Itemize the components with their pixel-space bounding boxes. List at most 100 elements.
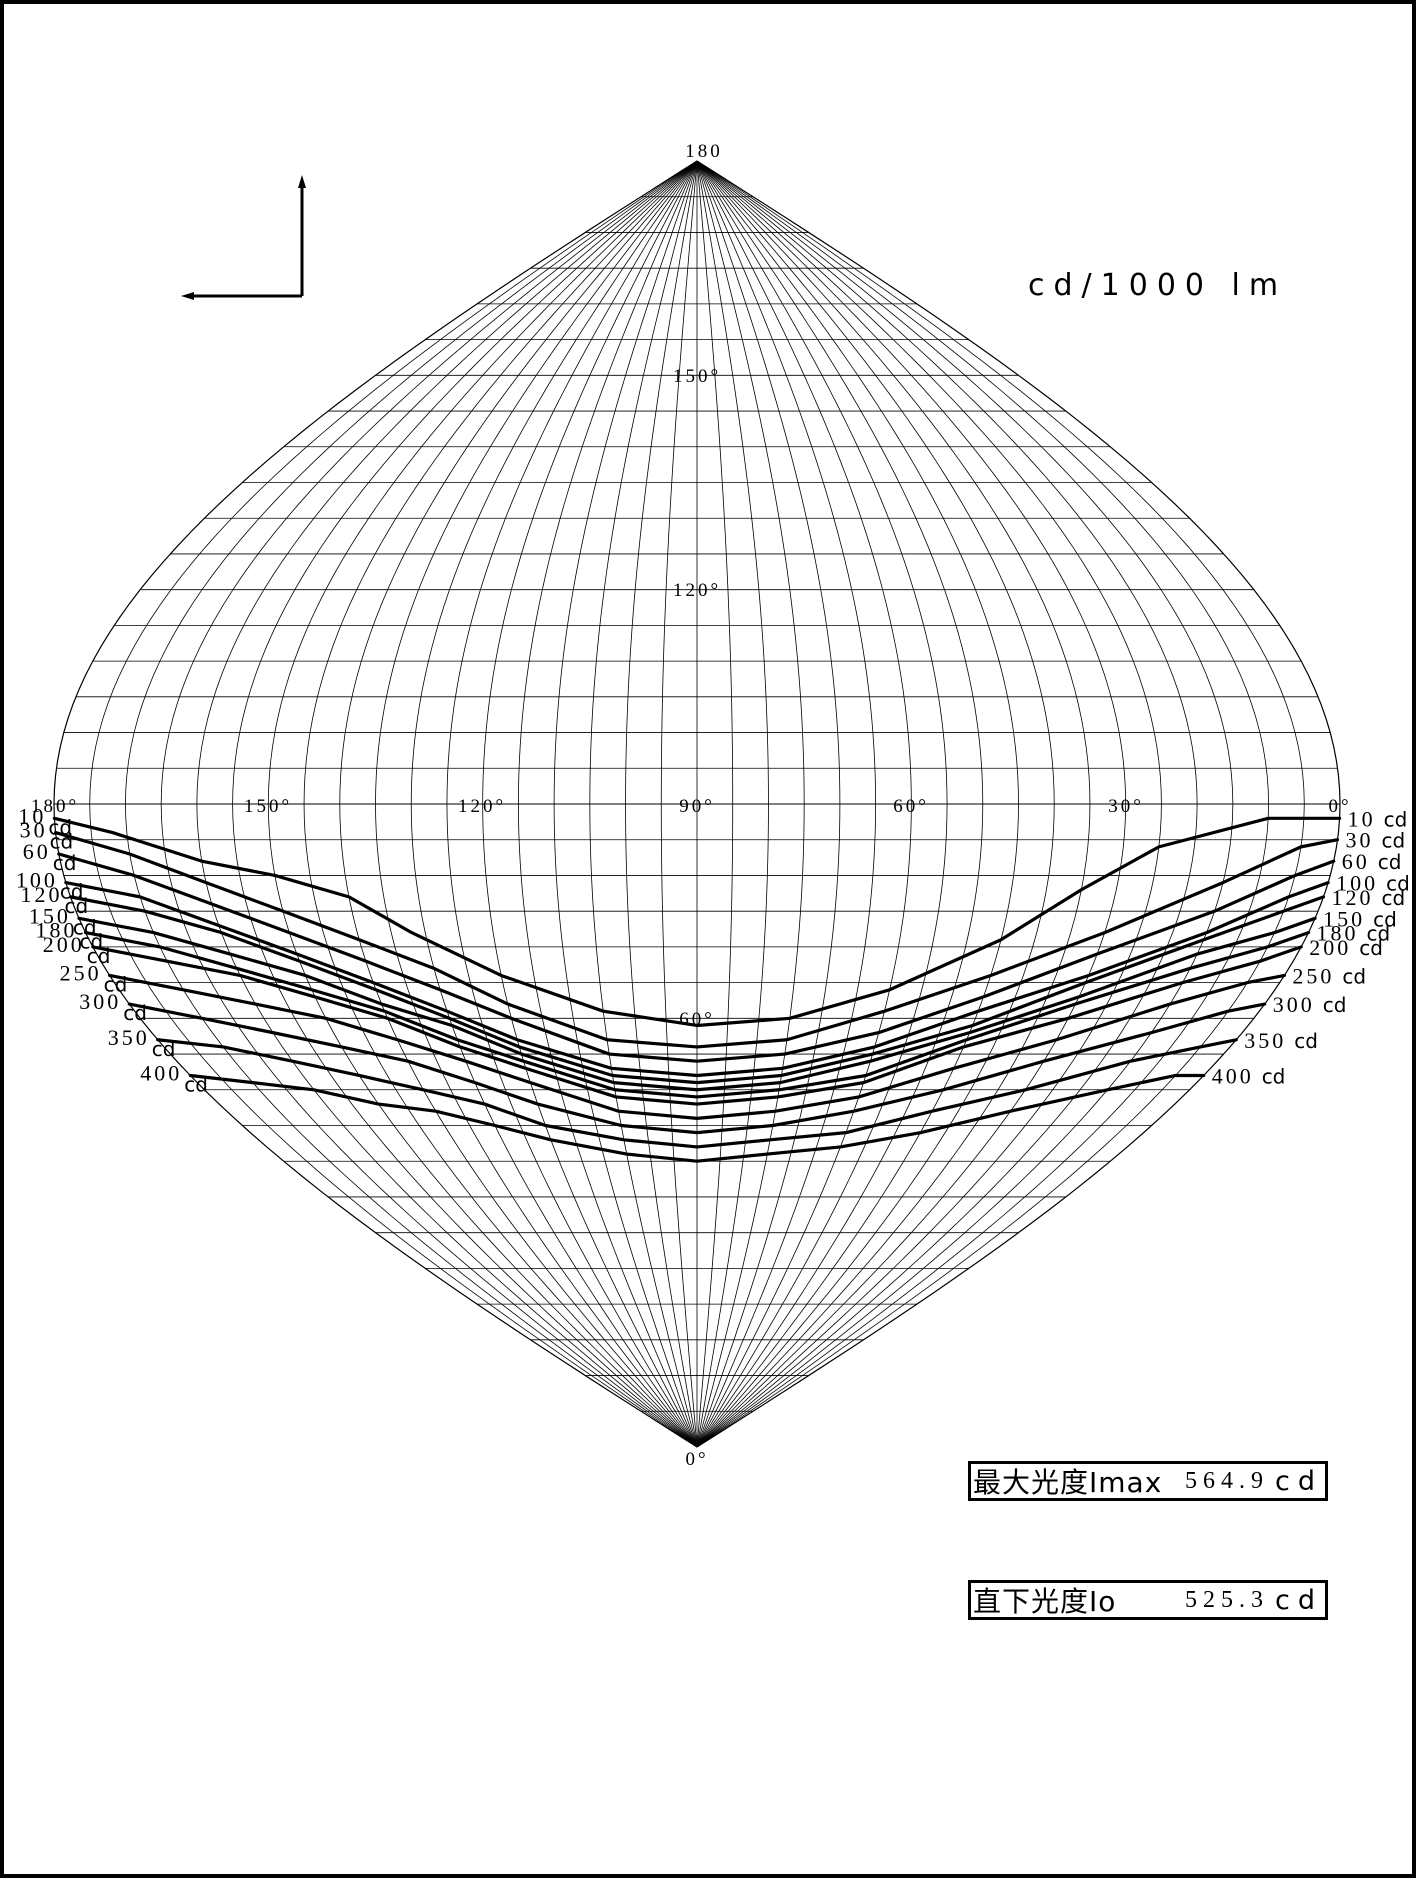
imax-label: 最大光度Imax xyxy=(973,1466,1163,1499)
horizontal-tick-150: 150° xyxy=(244,796,292,817)
contour-label-right: 350 cd xyxy=(1244,1028,1318,1053)
contour-unit-left: cd xyxy=(87,944,111,968)
grid-meridian-line xyxy=(696,160,769,1448)
grid-meridian-line xyxy=(517,160,698,1448)
grid-meridian-line xyxy=(696,160,734,1448)
contour-unit-left: cd xyxy=(152,1037,176,1061)
grid-meridian-line xyxy=(696,160,1198,1448)
contour-label-left: 250 xyxy=(60,960,102,985)
grid-meridian-line xyxy=(303,160,698,1448)
contour-line xyxy=(188,1073,1206,1163)
contour-label-left: 180 xyxy=(35,918,77,943)
horizontal-tick-180: 180° xyxy=(31,796,79,817)
contour-line xyxy=(57,852,1336,1063)
contour-line xyxy=(64,880,1330,1078)
contour-line xyxy=(52,816,1342,1028)
grid-meridian-line xyxy=(53,160,698,1448)
grid-meridian-line xyxy=(339,160,698,1448)
grid-meridian-line xyxy=(696,160,1305,1448)
contour-unit-right: cd xyxy=(1382,886,1406,910)
grid-meridian-line xyxy=(696,160,805,1448)
contour-label-right: 120 cd xyxy=(1332,885,1406,910)
contour-unit-right: cd xyxy=(1373,907,1397,931)
contour-line xyxy=(127,1002,1267,1135)
contour-unit-left: cd xyxy=(50,830,74,854)
grid-meridian-line xyxy=(696,160,1162,1448)
horizontal-tick-0: 0° xyxy=(1328,796,1351,817)
contour-label-left: 100 xyxy=(16,868,58,893)
grid-meridian-line xyxy=(89,160,698,1448)
contour-label-left: 120 xyxy=(20,882,62,907)
grid-meridian-line xyxy=(553,160,698,1448)
horizontal-tick-90: 90° xyxy=(679,796,715,817)
contour-unit-left: cd xyxy=(64,894,88,918)
imax-box: 最大光度Imax 564.9 cd xyxy=(968,1461,1328,1501)
io-value: 525.3 xyxy=(1185,1586,1270,1613)
contour-unit-left: cd xyxy=(48,815,72,839)
grid-meridian-line xyxy=(696,160,1341,1448)
imax-value: 564.9 xyxy=(1185,1467,1270,1494)
grid-meridian-line xyxy=(696,160,1127,1448)
grid-meridian-line xyxy=(696,160,841,1448)
contour-label-right: 250 cd xyxy=(1292,963,1366,988)
contour-line xyxy=(107,973,1287,1120)
contour-line xyxy=(68,895,1326,1085)
orientation-up-arrowhead xyxy=(298,175,306,188)
grid-meridian-line xyxy=(696,160,948,1448)
vertical-tick-120: 120° xyxy=(673,580,721,601)
grid-labels: 180 150° 120° 60° 0° 180° 150° 120° 90° … xyxy=(31,141,1351,1470)
contour-line xyxy=(53,830,1340,1049)
grid-meridian-line xyxy=(696,160,1234,1448)
grid-meridian-line xyxy=(660,160,698,1448)
grid-meridian-line xyxy=(696,160,877,1448)
contour-label-left: 200 xyxy=(43,932,85,957)
grid-meridian-line xyxy=(267,160,698,1448)
contour-unit-right: cd xyxy=(1384,807,1408,831)
contour-label-left: 30 xyxy=(20,818,48,843)
io-unit: cd xyxy=(1275,1584,1323,1616)
contour-line xyxy=(83,931,1311,1099)
contour-unit-right: cd xyxy=(1367,922,1391,946)
grid-meridian-line xyxy=(696,160,1055,1448)
horizontal-tick-30: 30° xyxy=(1108,796,1144,817)
grid-meridian-line xyxy=(625,160,698,1448)
grid-meridian-line xyxy=(125,160,698,1448)
contour-unit-left: cd xyxy=(79,930,103,954)
imax-unit: cd xyxy=(1275,1465,1323,1497)
contour-unit-right: cd xyxy=(1359,936,1383,960)
contour-unit-right: cd xyxy=(1382,829,1406,853)
contour-unit-right: cd xyxy=(1342,964,1366,988)
contour-label-right: 100 cd xyxy=(1336,871,1410,896)
isocandela-contours xyxy=(52,816,1342,1163)
contour-label-left: 350 xyxy=(108,1025,150,1050)
vertical-tick-150: 150° xyxy=(673,366,721,387)
contour-unit-left: cd xyxy=(184,1072,208,1096)
contour-label-right: 180 cd xyxy=(1317,921,1391,946)
grid-meridian-line xyxy=(196,160,698,1448)
grid-meridian-line xyxy=(446,160,698,1448)
contour-unit-left: cd xyxy=(73,915,97,939)
contour-label-left: 10 xyxy=(18,803,46,828)
units-label: cd/1000 lm xyxy=(1028,268,1288,303)
grid-meridian-line xyxy=(696,160,912,1448)
grid-meridian-line xyxy=(375,160,698,1448)
grid-meridian-line xyxy=(232,160,698,1448)
contour-label-left: 400 xyxy=(140,1060,182,1085)
grid-meridian-line xyxy=(696,160,1019,1448)
contour-line xyxy=(77,916,1317,1092)
grid-meridian-line xyxy=(696,160,1269,1448)
contour-unit-right: cd xyxy=(1294,1029,1318,1053)
orientation-arrows xyxy=(181,175,306,300)
contour-label-left: 150 xyxy=(29,903,71,928)
contour-unit-left: cd xyxy=(123,1001,147,1025)
grid-meridian-line xyxy=(589,160,698,1448)
grid-meridian-line xyxy=(160,160,698,1448)
contour-line xyxy=(91,945,1303,1106)
contour-label-right: 300 cd xyxy=(1273,992,1347,1017)
contour-unit-left: cd xyxy=(104,972,128,996)
contour-unit-right: cd xyxy=(1323,993,1347,1017)
contour-label-right: 150 cd xyxy=(1323,906,1397,931)
contour-unit-left: cd xyxy=(60,880,84,904)
